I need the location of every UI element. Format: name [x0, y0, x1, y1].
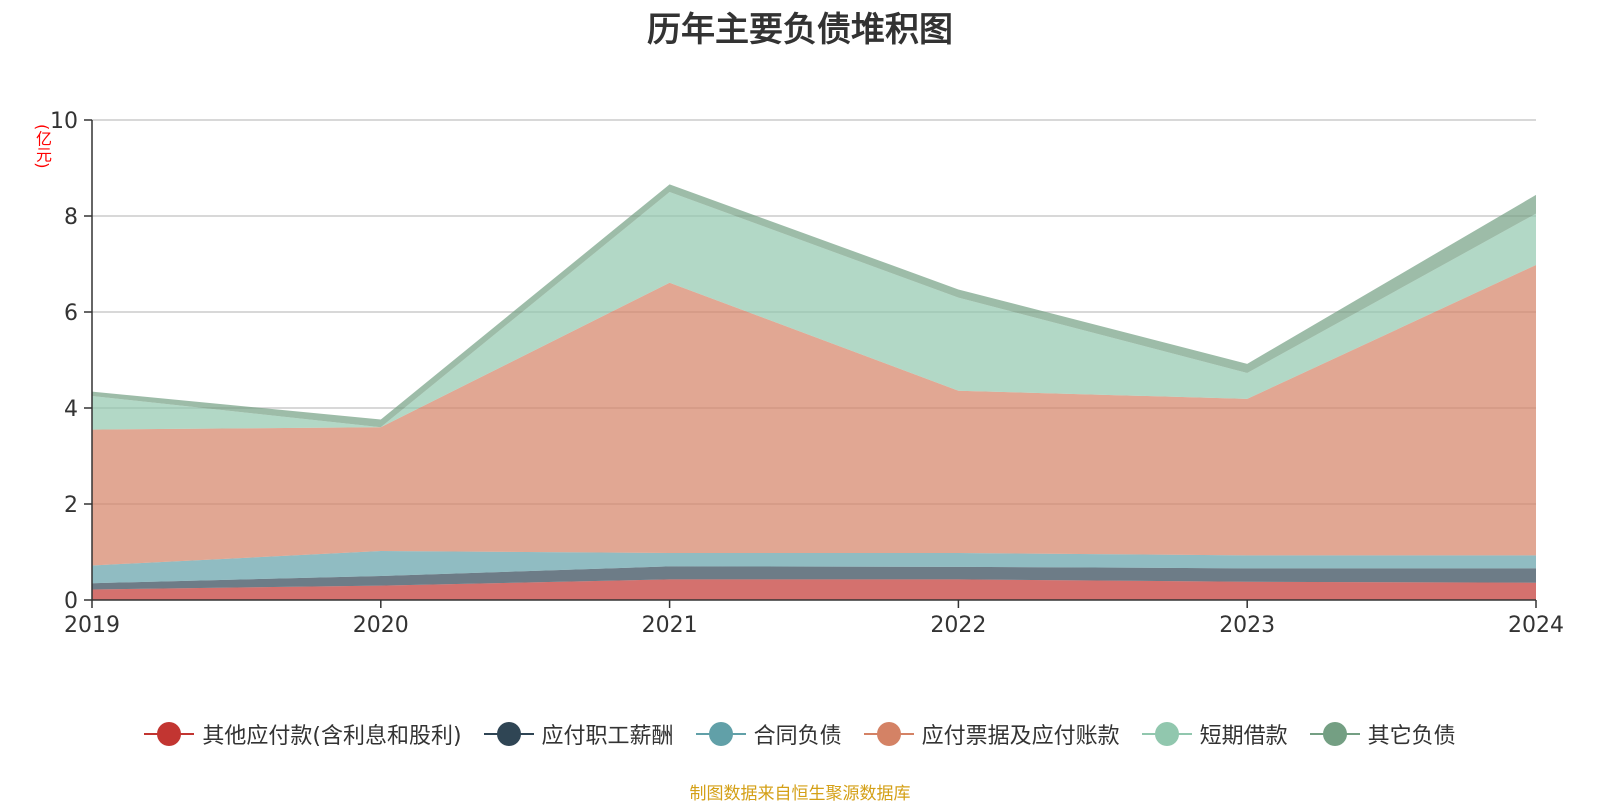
y-tick-label: 4	[64, 397, 78, 422]
area-series-layer	[92, 184, 1536, 600]
legend-marker-icon	[863, 722, 914, 746]
y-tick-label: 2	[64, 493, 78, 518]
legend-item[interactable]: 短期借款	[1141, 718, 1288, 750]
legend-dot	[708, 722, 733, 746]
x-tick-label: 2021	[642, 613, 698, 638]
legend-dot	[876, 722, 901, 746]
source-note: 制图数据来自恒生聚源数据库	[689, 784, 911, 804]
legend-item[interactable]: 应付职工薪酬	[483, 718, 674, 750]
x-tick-label: 2020	[353, 613, 409, 638]
legend-item[interactable]: 其它负债	[1309, 718, 1456, 750]
chart-title: 历年主要负债堆积图	[647, 10, 953, 50]
legend-marker-icon	[1141, 722, 1192, 746]
legend-dot	[1322, 722, 1347, 746]
legend-label: 合同负债	[753, 724, 842, 749]
series-area-1	[92, 579, 1536, 600]
series-area-5	[92, 192, 1536, 430]
legend-marker-icon	[1309, 722, 1360, 746]
legend-dot	[157, 722, 182, 746]
legend-marker-icon	[483, 722, 534, 746]
legend-marker-icon	[144, 722, 195, 746]
x-tick-label: 2024	[1508, 613, 1564, 638]
legend-dot	[1154, 722, 1179, 746]
series-area-3	[92, 551, 1536, 584]
legend-dot	[496, 722, 521, 746]
legend-item[interactable]: 合同负债	[695, 718, 842, 750]
y-tick-label: 10	[50, 109, 78, 134]
x-tick-label: 2019	[64, 613, 120, 638]
series-area-4	[92, 264, 1536, 566]
x-tick-label: 2022	[930, 613, 986, 638]
legend-label: 其它负债	[1367, 724, 1456, 749]
y-tick-label: 8	[64, 205, 78, 230]
legend-label: 其他应付款(含利息和股利)	[202, 724, 462, 749]
series-area-6	[92, 184, 1536, 428]
legend-label: 短期借款	[1199, 724, 1288, 749]
y-tick-label: 0	[64, 589, 78, 614]
y-tick-label: 6	[64, 301, 78, 326]
legend: 其他应付款(含利息和股利) 应付职工薪酬 合同负债 应付票据及应付账款 短期借款 其它负债	[0, 718, 1600, 750]
y-axis-unit-label: (亿元)	[33, 123, 52, 169]
stacked-area-chart: 0 2 4 6 8 10 2019 2020 2021 2022 2023 2024	[50, 109, 1564, 638]
legend-item[interactable]: 应付票据及应付账款	[863, 718, 1120, 750]
legend-marker-icon	[695, 722, 746, 746]
legend-label: 应付票据及应付账款	[921, 724, 1120, 749]
series-area-2	[92, 566, 1536, 590]
legend-label: 应付职工薪酬	[541, 724, 674, 749]
x-tick-label: 2023	[1219, 613, 1275, 638]
legend-item[interactable]: 其他应付款(含利息和股利)	[144, 718, 462, 750]
axes: 0 2 4 6 8 10 2019 2020 2021 2022 2023 2024	[50, 109, 1564, 638]
